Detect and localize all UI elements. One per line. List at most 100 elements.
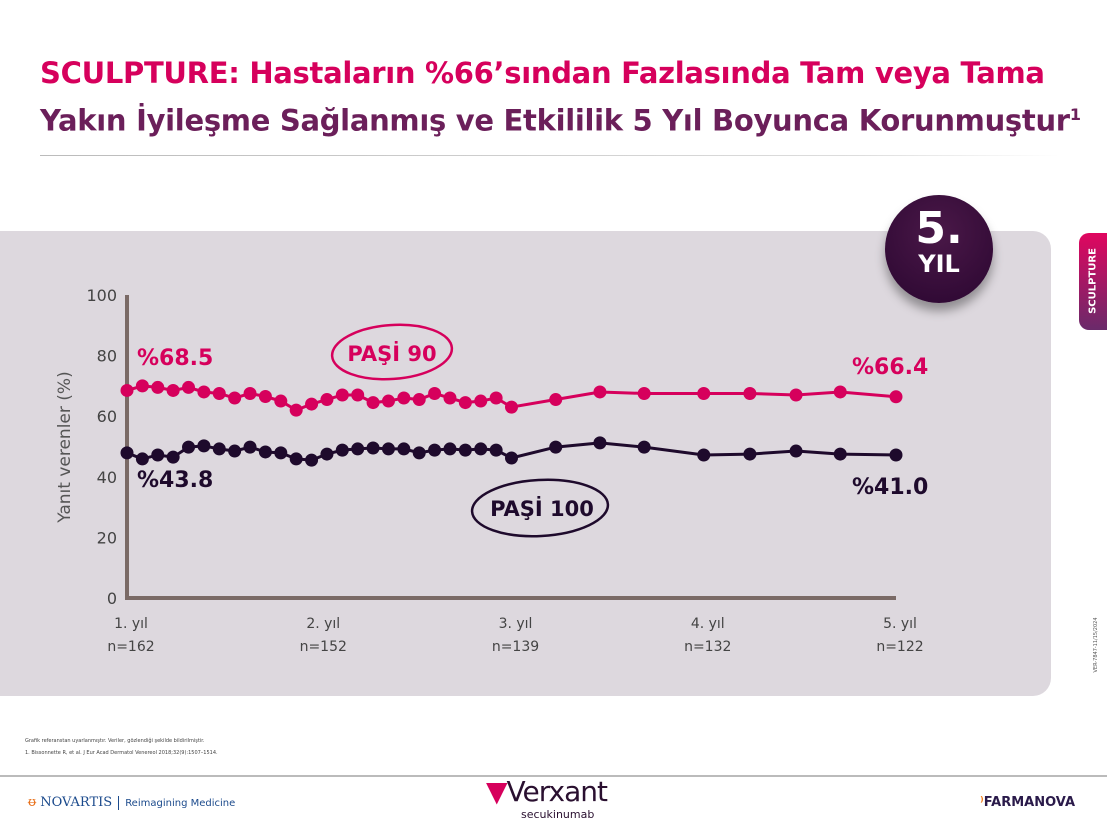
data-point [166,450,180,464]
badge-unit: YIL [918,250,960,278]
pasi100-circle [470,478,610,538]
data-point [889,390,903,404]
logo-separator [118,795,120,810]
data-point [289,403,303,417]
data-point [549,440,563,454]
data-point [889,448,903,462]
data-point [833,385,847,399]
data-point [458,443,472,457]
partner-name: FARMANOVA [983,795,1076,810]
y-tick-label: 0 [107,589,117,608]
data-point [212,386,226,400]
data-point [197,439,211,453]
data-point [412,446,426,460]
y-tick-label: 40 [97,468,117,487]
data-point [489,391,503,405]
year-badge: 5. YIL [885,195,993,303]
data-point [274,394,288,408]
data-point [489,443,503,457]
data-point [833,447,847,461]
data-point [397,442,411,456]
data-point [305,397,319,411]
data-point [593,436,607,450]
data-point [135,379,149,393]
data-point [335,388,349,402]
data-point [320,447,334,461]
reference-marker: 1 [1069,105,1081,124]
data-point [397,391,411,405]
novartis-name: NOVARTIS [40,795,113,810]
x-tick-label: 3. yıl [499,616,533,632]
data-point [637,440,651,454]
data-point [412,393,426,407]
data-point [135,452,149,466]
data-point [305,453,319,467]
y-tick-label: 100 [86,286,117,305]
x-tick-n: n=162 [107,639,154,655]
novartis-logo: ᵿ NOVARTIS Reimagining Medicine [28,795,235,810]
data-point [243,386,257,400]
chart-panel [0,231,1051,696]
pasi100-end-label: %41.0 [852,475,929,500]
data-point [351,388,365,402]
verxant-logo: ▼Verxant secukinumab [486,775,608,822]
data-point [637,386,651,400]
data-point [120,383,134,397]
series-line-pasi100 [126,441,897,462]
farmanova-icon: ⁾ [980,795,984,810]
data-point [381,394,395,408]
x-tick-label: 5. yıl [883,616,917,632]
data-point [789,388,803,402]
x-tick-label: 4. yıl [691,616,725,632]
verxant-mark-icon: ▼ [486,775,508,808]
legend-pasi90: PAŞİ 90 [347,341,436,366]
data-point [182,380,196,394]
data-point [212,442,226,456]
pasi90-circle [330,323,454,381]
data-point [243,440,257,454]
data-point [505,451,518,465]
brand-name: Verxant [506,775,608,808]
series-line-pasi90 [126,384,897,412]
y-tick-label: 60 [97,407,117,426]
data-point [428,443,442,457]
x-tick-n: n=139 [492,639,539,655]
farmanova-logo: ⁾FARMANOVA [980,795,1075,810]
data-point [228,444,242,458]
data-point [258,390,272,404]
side-tab: SCULPTURE [1079,233,1107,330]
data-point [443,442,457,456]
novartis-tagline: Reimagining Medicine [125,798,236,809]
data-point [381,442,395,456]
brand-generic-name: secukinumab [521,808,595,821]
data-point [274,446,288,460]
data-point [228,391,242,405]
y-axis-label: Yanıt verenler (%) [55,371,75,523]
y-tick-label: 20 [97,528,117,547]
footer [0,775,1107,824]
data-point [743,386,757,400]
data-point [120,446,134,460]
title-divider [40,155,1060,156]
data-point [474,442,488,456]
data-point [697,448,711,462]
data-point [197,385,211,399]
title-line-2-text: Yakın İyileşme Sağlanmış ve Etkililik 5 … [40,103,1070,138]
x-tick-label: 2. yıl [306,616,340,632]
data-point [697,386,711,400]
data-point [289,452,303,466]
data-point [320,393,334,407]
data-point [743,447,757,461]
data-point [166,383,180,397]
data-point [335,443,349,457]
data-point [151,448,165,462]
data-point [151,380,165,394]
data-point [258,445,272,459]
legend-pasi100: PAŞİ 100 [490,496,594,521]
data-point [182,440,196,454]
footnote-note: Grafik referanstan uyarlanmıştır. Verile… [25,738,205,744]
x-tick-label: 1. yıl [114,616,148,632]
x-tick-n: n=152 [300,639,347,655]
pasi100-start-label: %43.8 [137,468,214,493]
